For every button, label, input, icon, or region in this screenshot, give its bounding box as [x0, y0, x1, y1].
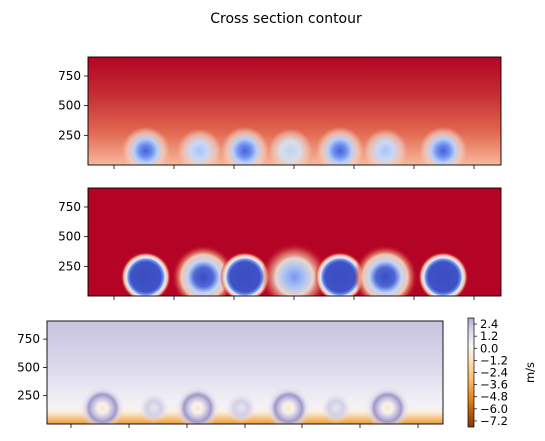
colorbar: [467, 317, 475, 428]
colorbar-tick-label-4: −1.2: [480, 353, 508, 367]
panel-2-ytick-label-3: 750: [58, 200, 81, 214]
colorbar-tick-label-1: 2.4: [480, 317, 498, 331]
panel-1-ytick-label-2: 500: [58, 99, 81, 113]
panel-2-ytick-label-1: 250: [58, 259, 81, 273]
colorbar-tick-label-7: −4.8: [480, 390, 508, 404]
colorbar-tick-label-9: −7.2: [480, 414, 508, 428]
colorbar-tick-label-6: −3.6: [480, 378, 508, 392]
panel-3: 250 500 750: [17, 320, 444, 428]
panel-2-feature-6: [353, 245, 418, 296]
panel-1-feature-5: [315, 126, 364, 165]
panel-3-feature-2: [138, 393, 169, 424]
panel-2-feature-3: [219, 252, 270, 296]
panel-1-feature-2: [177, 128, 222, 165]
colorbar-tick-label-3: 0.0: [480, 341, 498, 355]
panel-2-feature-7: [418, 252, 469, 296]
panel-3-ytick-label-3: 750: [17, 332, 40, 346]
panel-2-ytick-label-2: 500: [58, 230, 81, 244]
panel-2-frame: [87, 187, 502, 297]
panel-2-feature-4: [260, 243, 329, 296]
panel-3-feature-6: [321, 393, 352, 424]
panel-2-feature-2: [171, 245, 236, 296]
panel-3-feature-1: [80, 386, 125, 424]
colorbar-tick-label-2: 1.2: [480, 329, 498, 343]
panel-1: 250 500 750: [58, 56, 502, 169]
panel-3-ytick-label-1: 250: [17, 389, 40, 403]
colorbar-tick-label-5: −2.4: [480, 366, 508, 380]
panel-1-ytick-label-3: 750: [58, 69, 81, 83]
panel-1-frame: [87, 56, 502, 166]
panel-1-feature-4: [268, 128, 313, 165]
panel-2-feature-5: [314, 252, 365, 296]
panel-3-feature-3: [175, 386, 220, 424]
panel-3-feature-5: [266, 386, 311, 424]
panel-1-ytick-label-1: 250: [58, 128, 81, 142]
colorbar-label: m/s: [523, 362, 537, 383]
panel-3-feature-7: [365, 386, 410, 424]
panel-3-ytick-label-2: 500: [17, 360, 40, 374]
colorbar-tick-label-8: −6.0: [480, 402, 508, 416]
figure-title: Cross section contour: [210, 11, 362, 27]
panel-2-feature-1: [120, 252, 171, 296]
panel-1-feature-1: [121, 126, 170, 165]
panel-2: 250 500 750: [58, 187, 502, 300]
panel-1-feature-7: [419, 126, 468, 165]
panel-1-feature-3: [220, 126, 269, 165]
panel-1-feature-6: [363, 128, 408, 165]
panel-3-feature-4: [226, 393, 257, 424]
